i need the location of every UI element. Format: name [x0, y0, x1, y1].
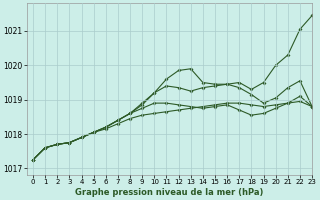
X-axis label: Graphe pression niveau de la mer (hPa): Graphe pression niveau de la mer (hPa)	[75, 188, 264, 197]
